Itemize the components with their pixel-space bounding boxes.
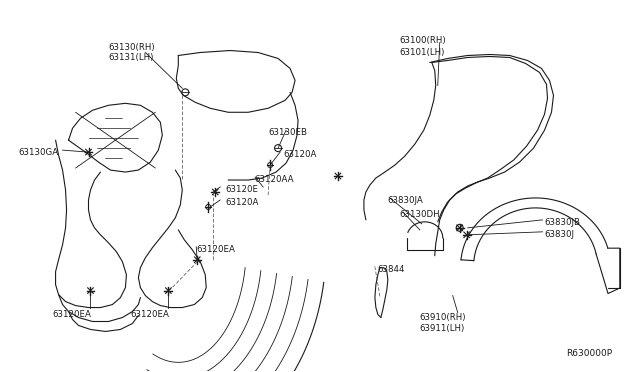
Text: 63130(RH): 63130(RH) xyxy=(108,42,155,52)
Text: 63844: 63844 xyxy=(378,265,405,274)
Text: 63120A: 63120A xyxy=(225,198,259,207)
Text: 63120AA: 63120AA xyxy=(254,175,294,184)
Text: 63830JB: 63830JB xyxy=(545,218,580,227)
Text: 63120A: 63120A xyxy=(283,150,316,159)
Text: 63830J: 63830J xyxy=(545,230,575,239)
Text: 63120EA: 63120EA xyxy=(52,310,92,318)
Text: 63131(LH): 63131(LH) xyxy=(108,54,154,62)
Text: 63910(RH): 63910(RH) xyxy=(420,312,467,321)
Text: R630000P: R630000P xyxy=(566,349,612,358)
Text: 63100(RH): 63100(RH) xyxy=(400,36,447,45)
Text: 63911(LH): 63911(LH) xyxy=(420,324,465,333)
Text: 63130GA: 63130GA xyxy=(19,148,59,157)
Text: 63830JA: 63830JA xyxy=(388,196,424,205)
Text: 63130DH: 63130DH xyxy=(400,210,440,219)
Text: 63101(LH): 63101(LH) xyxy=(400,48,445,57)
Text: 63120EA: 63120EA xyxy=(131,310,170,318)
Text: 63130EB: 63130EB xyxy=(268,128,307,137)
Text: 63120E: 63120E xyxy=(225,185,258,194)
Text: 63120EA: 63120EA xyxy=(196,245,235,254)
